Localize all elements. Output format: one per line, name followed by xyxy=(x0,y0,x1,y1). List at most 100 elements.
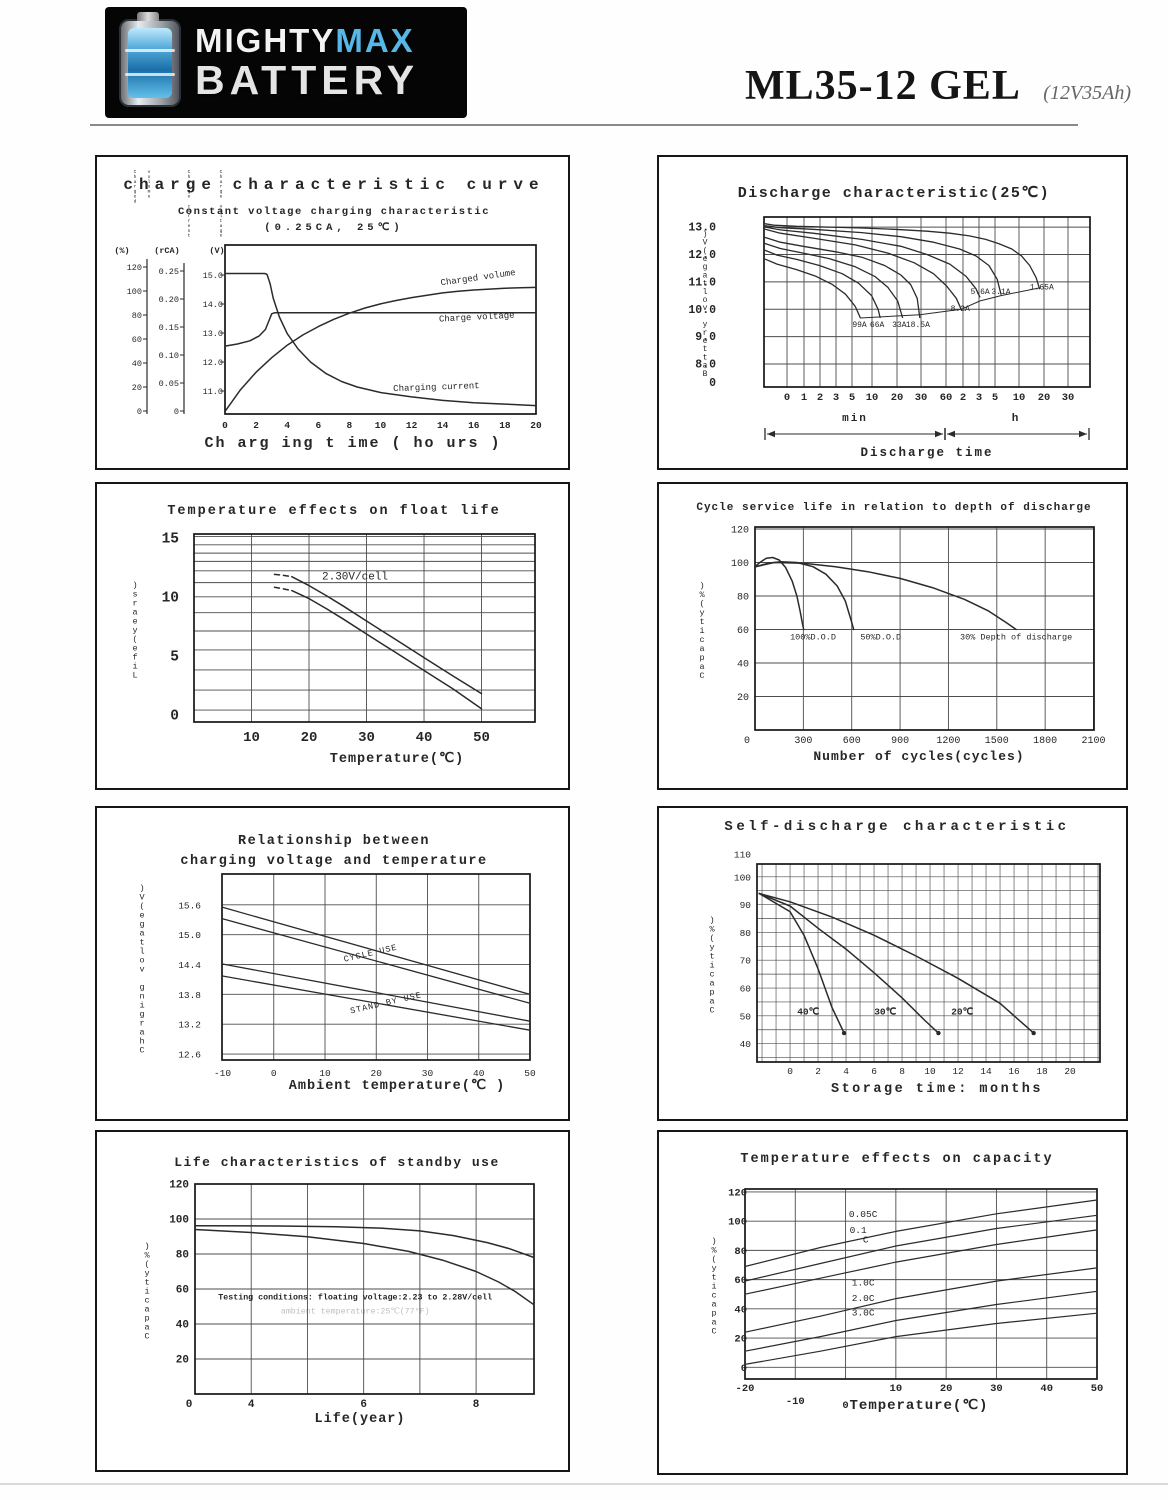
svg-text:Life characteristics of standb: Life characteristics of standby use xyxy=(174,1155,500,1170)
svg-text:): ) xyxy=(139,884,144,894)
svg-text:20: 20 xyxy=(737,693,749,704)
svg-text:10: 10 xyxy=(890,1383,903,1395)
svg-text:6: 6 xyxy=(315,420,321,431)
svg-text:3: 3 xyxy=(976,392,982,404)
svg-text:6: 6 xyxy=(360,1399,367,1411)
svg-text:80: 80 xyxy=(740,928,752,939)
svg-text:5: 5 xyxy=(849,392,855,404)
svg-text:v: v xyxy=(148,170,151,175)
svg-text:13.0: 13.0 xyxy=(688,222,716,235)
svg-text:50%D.O.D: 50%D.O.D xyxy=(860,633,901,643)
svg-text:5.6A: 5.6A xyxy=(971,288,990,297)
svg-text:Constant voltage charging char: Constant voltage charging characteristic xyxy=(178,206,490,218)
svg-text:): ) xyxy=(699,581,704,591)
svg-text:0: 0 xyxy=(784,392,790,404)
svg-text:10.0: 10.0 xyxy=(688,304,716,317)
svg-text:2.30V/cell: 2.30V/cell xyxy=(322,572,388,584)
svg-text:a: a xyxy=(139,929,144,939)
svg-text:v: v xyxy=(220,204,223,209)
svg-text:c: c xyxy=(188,204,191,209)
svg-text:120: 120 xyxy=(728,1187,747,1199)
svg-text:30℃: 30℃ xyxy=(874,1006,896,1017)
svg-text:Testing conditions: floating v: Testing conditions: floating voltage:2.2… xyxy=(218,1293,492,1303)
svg-text:t: t xyxy=(709,952,714,962)
model-header: ML35-12 GEL (12V35Ah) xyxy=(745,62,1165,110)
svg-text:e: e xyxy=(188,224,191,229)
svg-text:20: 20 xyxy=(891,392,904,404)
svg-text:e: e xyxy=(134,195,137,200)
svg-text:C: C xyxy=(709,1006,714,1016)
svg-text:L: L xyxy=(132,671,137,681)
svg-text:18: 18 xyxy=(1036,1066,1048,1077)
svg-text:a: a xyxy=(188,180,191,185)
chart-charging-voltage-temperature: -10 0 10 20 30 40 50 12.6 13.2 13.8 14.4 15.0 15.6 Re… xyxy=(95,806,570,1121)
svg-text:a: a xyxy=(703,271,708,280)
logo-word-mighty: MIGHTY xyxy=(195,22,336,59)
svg-text:g: g xyxy=(220,190,223,195)
svg-text:Charging current: Charging current xyxy=(393,381,480,394)
svg-text:40: 40 xyxy=(1040,1383,1053,1395)
svg-text:(rCA): (rCA) xyxy=(154,246,180,256)
svg-text:80: 80 xyxy=(176,1250,189,1262)
svg-text:(V): (V) xyxy=(209,246,224,256)
model-spec: (12V35Ah) xyxy=(1043,82,1132,104)
svg-text:8: 8 xyxy=(473,1399,480,1411)
svg-text:t: t xyxy=(703,345,708,354)
svg-text:1500: 1500 xyxy=(985,736,1009,747)
svg-text:t: t xyxy=(703,353,708,362)
svg-text:(: ( xyxy=(132,635,137,645)
svg-text:12: 12 xyxy=(952,1066,964,1077)
svg-text:100: 100 xyxy=(728,1217,747,1229)
svg-text:(%): (%) xyxy=(114,246,129,256)
svg-text:Storage time: months: Storage time: months xyxy=(831,1082,1043,1097)
svg-text:e: e xyxy=(703,255,708,264)
svg-text:40℃: 40℃ xyxy=(797,1006,819,1017)
svg-text:r: r xyxy=(220,185,223,190)
svg-text:): ) xyxy=(709,916,714,926)
svg-text:o: o xyxy=(703,296,708,305)
svg-text:C: C xyxy=(699,671,704,681)
svg-text:0: 0 xyxy=(741,1363,747,1375)
svg-text:20: 20 xyxy=(530,420,542,431)
svg-text:50: 50 xyxy=(473,730,490,746)
svg-text:Cycle service life in relation: Cycle service life in relation to depth … xyxy=(696,502,1091,514)
svg-text:(: ( xyxy=(144,1260,149,1270)
svg-text:120: 120 xyxy=(127,263,142,273)
svg-text:12.0: 12.0 xyxy=(203,358,223,368)
svg-text:g: g xyxy=(139,1010,144,1020)
svg-text:o: o xyxy=(139,956,144,966)
svg-text:y: y xyxy=(711,1264,716,1274)
svg-text:Temperature(℃): Temperature(℃) xyxy=(330,751,464,767)
svg-text:0: 0 xyxy=(842,1400,848,1412)
svg-text:16: 16 xyxy=(1008,1066,1020,1077)
svg-text:p: p xyxy=(711,1309,716,1319)
svg-text:e: e xyxy=(148,195,151,200)
svg-text:11.0: 11.0 xyxy=(688,276,716,289)
svg-text:0.1: 0.1 xyxy=(850,1225,867,1236)
svg-text:B: B xyxy=(703,370,708,379)
svg-text:a: a xyxy=(711,1318,716,1328)
svg-text:120: 120 xyxy=(731,526,749,537)
svg-text:Discharge characteristic(25℃): Discharge characteristic(25℃) xyxy=(738,185,1050,202)
svg-text:g: g xyxy=(703,263,708,272)
svg-text:0: 0 xyxy=(787,1066,793,1077)
svg-text:%: % xyxy=(144,1251,150,1261)
svg-text:r: r xyxy=(132,599,137,609)
svg-text:40: 40 xyxy=(132,359,142,369)
svg-text:40: 40 xyxy=(737,660,749,671)
self-discharge-characteristic-canvas: 0 2 4 6 8 10 12 14 16 18 20 40 50 60 70 80 90 100 110 Self-… xyxy=(709,819,1101,1097)
svg-text:3.1A: 3.1A xyxy=(991,288,1010,297)
chart-temperature-effects-float-life: 10 20 30 40 50 0 5 10 15 Temperature effects on f… xyxy=(95,482,570,790)
svg-text:14: 14 xyxy=(980,1066,992,1077)
svg-text:120: 120 xyxy=(169,1180,189,1192)
svg-text:y: y xyxy=(709,943,714,953)
svg-text:30: 30 xyxy=(1062,392,1075,404)
svg-text:18.5A: 18.5A xyxy=(906,321,930,330)
svg-text:80: 80 xyxy=(734,1246,747,1258)
bottom-divider xyxy=(0,1483,1168,1485)
svg-text:100: 100 xyxy=(169,1215,189,1227)
svg-text:%: % xyxy=(711,1246,717,1256)
svg-text:C: C xyxy=(188,169,191,175)
svg-text:o: o xyxy=(148,175,151,180)
